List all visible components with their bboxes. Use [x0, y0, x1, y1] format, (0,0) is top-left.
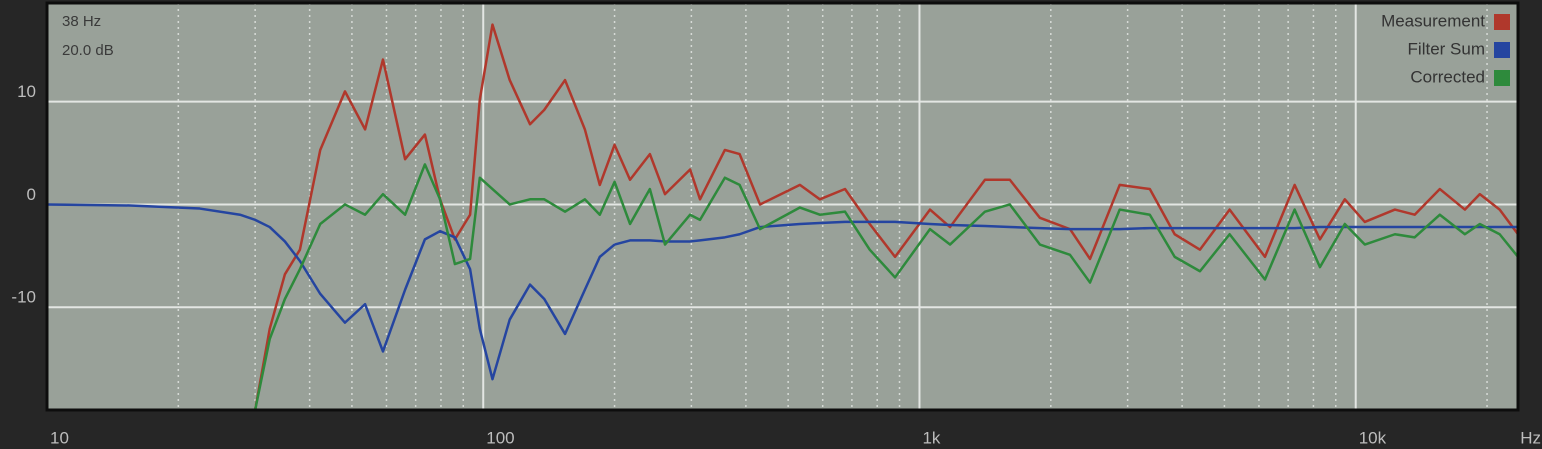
plot-area — [47, 3, 1518, 410]
legend-swatch — [1494, 14, 1510, 30]
x-tick-label: 10k — [1359, 428, 1387, 447]
series-line — [47, 203, 1518, 381]
y-tick-label: -10 — [11, 288, 36, 307]
series-line — [47, 163, 1518, 410]
x-tick-label: 1k — [922, 428, 940, 447]
x-tick-label: 100 — [486, 428, 514, 447]
legend-swatch — [1494, 70, 1510, 86]
series-line — [47, 23, 1518, 410]
readout-level: 20.0 dB — [62, 42, 114, 59]
y-tick-label: 10 — [17, 82, 36, 101]
legend: Measurement Filter Sum Corrected — [1381, 11, 1510, 86]
axes: 10 100 1k 10k -10 0 10 — [11, 82, 1386, 447]
x-axis-label: Hz — [1520, 428, 1541, 447]
y-tick-label: 0 — [27, 185, 36, 204]
legend-swatch — [1494, 42, 1510, 58]
plot-border — [45, 1, 1520, 412]
series-lines — [47, 23, 1518, 410]
legend-label: Measurement — [1381, 11, 1485, 30]
readout-frequency: 38 Hz — [62, 13, 101, 30]
legend-label: Filter Sum — [1408, 39, 1485, 58]
x-tick-label: 10 — [50, 428, 69, 447]
legend-label: Corrected — [1410, 67, 1485, 86]
grid — [46, 3, 1518, 410]
